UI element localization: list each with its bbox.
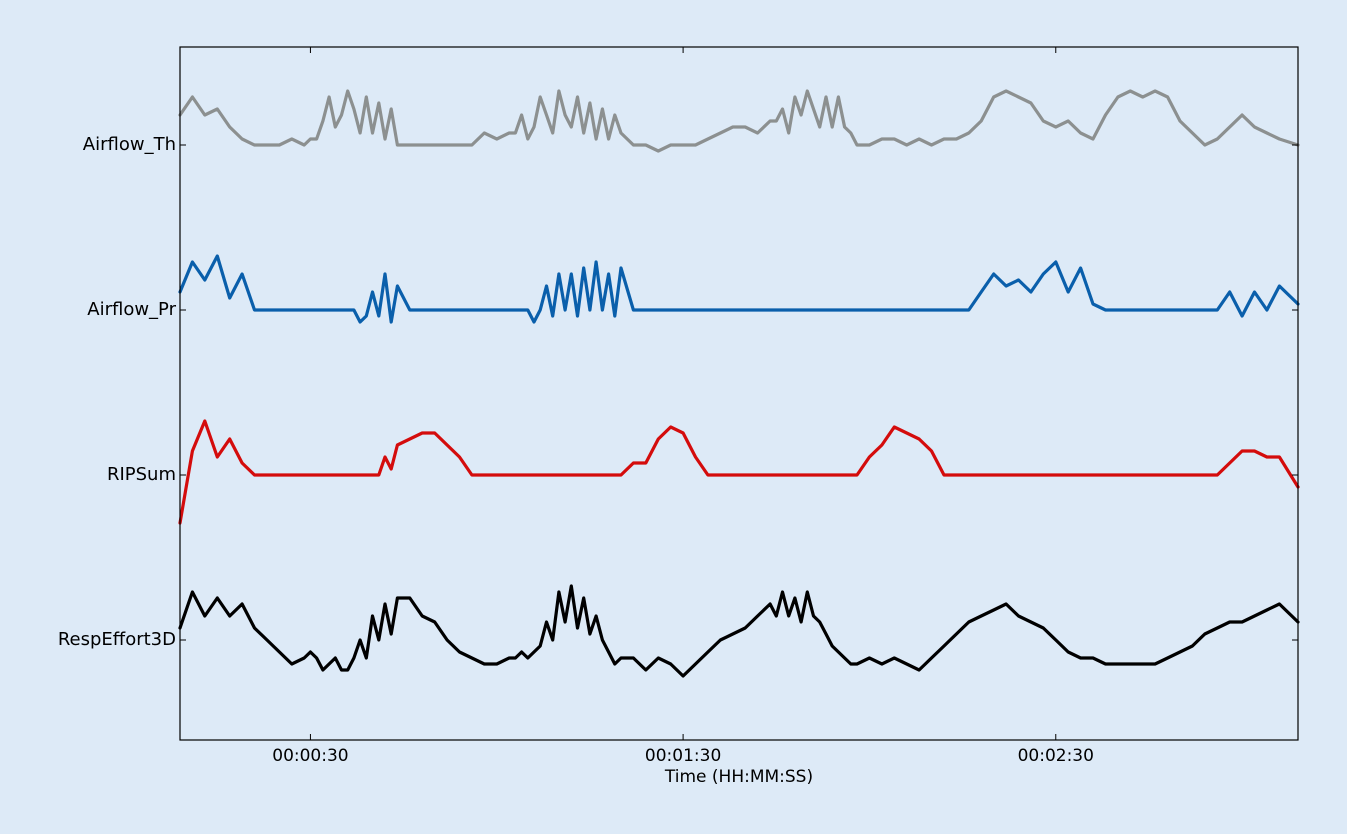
x-axis-label: Time (HH:MM:SS) bbox=[664, 767, 813, 787]
channel-label: RespEffort3D bbox=[58, 629, 176, 650]
x-tick-label: 00:01:30 bbox=[645, 746, 721, 766]
trace-respeffort3d bbox=[178, 584, 1300, 678]
trace-airflow-pr bbox=[178, 254, 1300, 324]
trace-airflow-th bbox=[178, 89, 1300, 153]
channel-label: RIPSum bbox=[107, 464, 176, 485]
channel-labels: Airflow_Th Airflow_Pr RIPSum RespEffort3D bbox=[58, 134, 1298, 650]
traces-group bbox=[178, 89, 1300, 678]
trace-ripsum bbox=[178, 419, 1300, 525]
x-tick-label: 00:02:30 bbox=[1018, 746, 1094, 766]
x-axis-ticks: 00:00:30 00:01:30 00:02:30 bbox=[272, 47, 1094, 766]
channel-label: Airflow_Pr bbox=[87, 299, 176, 320]
plot-frame bbox=[179, 46, 1299, 741]
x-tick-label: 00:00:30 bbox=[272, 746, 348, 766]
channel-label: Airflow_Th bbox=[83, 134, 176, 155]
